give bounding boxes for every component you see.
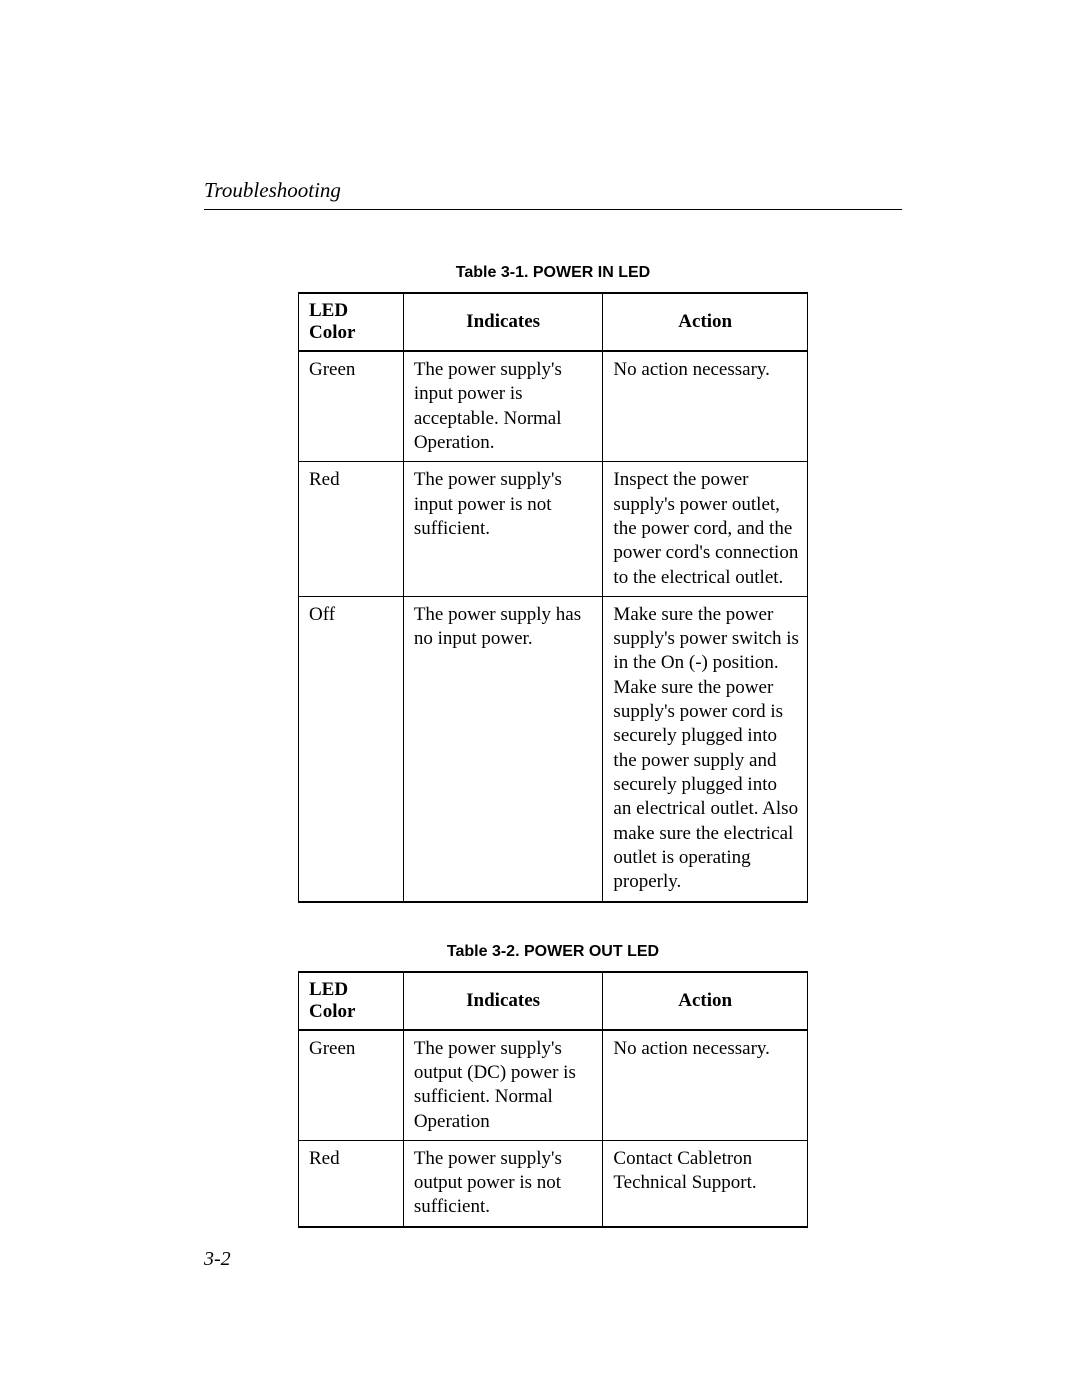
cell-led: Green [299,351,404,462]
cell-led: Off [299,596,404,901]
cell-action: No action necessary. [603,1030,808,1141]
column-header-indicates: Indicates [403,972,603,1030]
cell-action: Contact Cabletron Technical Support. [603,1140,808,1226]
table-row: Red The power supply's input power is no… [299,462,808,597]
section-header: Troubleshooting [204,178,902,210]
cell-action: Inspect the power supply's power outlet,… [603,462,808,597]
cell-action: No action necessary. [603,351,808,462]
table-row: Green The power supply's output (DC) pow… [299,1030,808,1141]
table-2-caption: Table 3-2. POWER OUT LED [204,943,902,961]
cell-indicates: The power supply has no input power. [403,596,603,901]
cell-indicates: The power supply's output (DC) power is … [403,1030,603,1141]
cell-led: Red [299,462,404,597]
page-content: Troubleshooting Table 3-1. POWER IN LED … [0,0,1080,1228]
column-header-led: LED Color [299,972,404,1030]
table-row: Green The power supply's input power is … [299,351,808,462]
column-header-indicates: Indicates [403,293,603,351]
cell-led: Green [299,1030,404,1141]
column-header-action: Action [603,293,808,351]
page-number: 3-2 [204,1248,231,1271]
power-in-led-table: LED Color Indicates Action Green The pow… [298,292,808,903]
table-header-row: LED Color Indicates Action [299,293,808,351]
column-header-action: Action [603,972,808,1030]
cell-indicates: The power supply's input power is accept… [403,351,603,462]
table-row: Red The power supply's output power is n… [299,1140,808,1226]
table-row: Off The power supply has no input power.… [299,596,808,901]
column-header-led: LED Color [299,293,404,351]
cell-indicates: The power supply's output power is not s… [403,1140,603,1226]
table-header-row: LED Color Indicates Action [299,972,808,1030]
cell-indicates: The power supply's input power is not su… [403,462,603,597]
power-out-led-table: LED Color Indicates Action Green The pow… [298,971,808,1228]
cell-action: Make sure the power supply's power switc… [603,596,808,901]
table-1-caption: Table 3-1. POWER IN LED [204,264,902,282]
cell-led: Red [299,1140,404,1226]
